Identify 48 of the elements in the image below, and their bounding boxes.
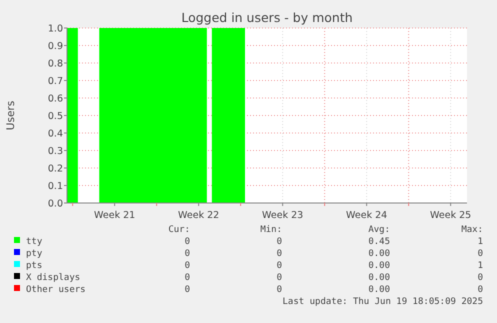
text: 0 (184, 249, 190, 259)
text: 0 (276, 285, 282, 295)
text: 0.00 (368, 273, 390, 283)
text: 1 (478, 261, 483, 271)
text: 0.00 (368, 249, 390, 259)
text: Min: (260, 225, 282, 235)
y-tick-label: 1.0 (48, 24, 63, 34)
text: 0 (478, 285, 483, 295)
text: 0 (184, 261, 190, 271)
x-tick-label: Week 22 (178, 210, 220, 221)
text: 0 (184, 285, 190, 295)
text: 0.00 (368, 261, 390, 271)
text: 1 (478, 237, 483, 247)
text: 0 (184, 273, 190, 283)
text: 0 (276, 261, 282, 271)
y-tick-label: 0.0 (48, 198, 63, 210)
text: 0 (276, 237, 282, 247)
text: Max: (461, 225, 483, 235)
y-tick-label: 0.8 (48, 58, 63, 70)
x-tick-label: Week 21 (94, 210, 136, 221)
y-axis-title: Users (5, 100, 17, 130)
legend-label: pty (26, 249, 43, 259)
text: 0 (184, 237, 190, 247)
y-tick-label: 0.4 (48, 128, 63, 140)
text: Cur: (168, 225, 190, 235)
y-tick-label: 0.7 (48, 76, 63, 87)
text: 0 (276, 273, 282, 283)
x-tick-label: Week 25 (430, 210, 472, 221)
text: 0 (478, 273, 483, 283)
text: 0.45 (368, 237, 390, 247)
y-tick-label: 0.6 (48, 94, 63, 104)
text: 0 (276, 249, 282, 259)
legend-label: tty (26, 237, 43, 247)
x-tick-label: Week 23 (262, 210, 304, 221)
text: Avg: (368, 225, 390, 235)
text: Last update: Thu Jun 19 18:05:09 2025 (282, 297, 483, 307)
text: 0.00 (368, 285, 390, 295)
y-tick-label: 0.3 (48, 146, 63, 157)
legend-label: X displays (26, 273, 80, 283)
y-tick-label: 0.5 (48, 111, 63, 122)
text: 0 (478, 249, 483, 259)
legend-label: Other users (26, 285, 86, 295)
y-tick-label: 0.9 (48, 41, 63, 52)
x-tick-label: Week 24 (346, 210, 388, 221)
y-tick-label: 0.1 (48, 181, 63, 192)
legend-label: pts (26, 261, 42, 271)
y-tick-label: 0.2 (48, 164, 63, 174)
chart-title: Logged in users - by month (181, 10, 353, 25)
